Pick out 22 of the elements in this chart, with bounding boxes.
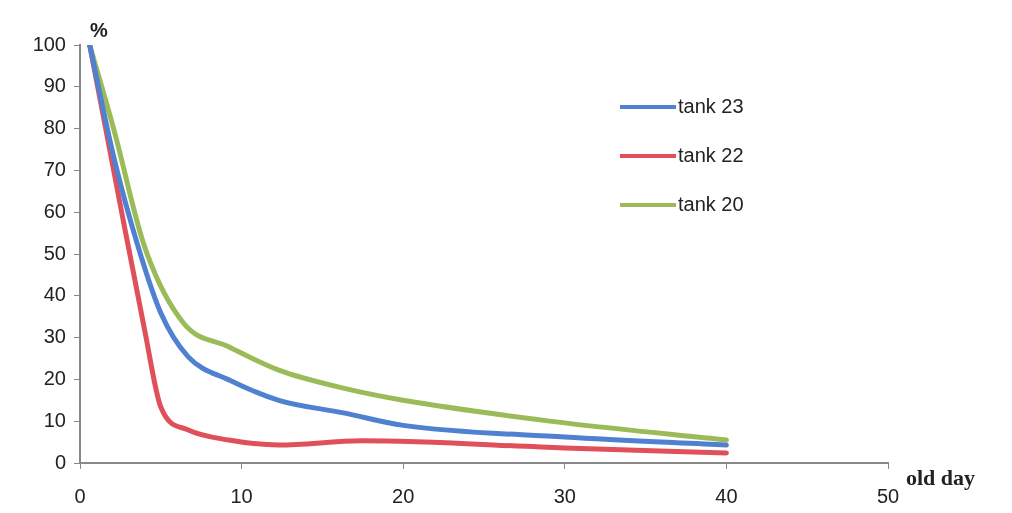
y-tick-label: 70 [43, 157, 66, 180]
legend-label: tank 20 [678, 192, 744, 215]
y-tick-label: 100 [32, 32, 66, 55]
x-tick-label: 20 [392, 484, 415, 507]
y-tick-label: 20 [43, 366, 66, 389]
x-tick-label: 40 [715, 484, 738, 507]
y-tick-label: 10 [43, 408, 66, 431]
y-tick-label: 0 [54, 450, 66, 473]
legend-label: tank 22 [678, 143, 744, 166]
y-tick-label: 80 [43, 116, 66, 139]
x-tick-label: 50 [876, 484, 900, 507]
y-tick-label: 40 [43, 283, 66, 306]
y-tick-label: 50 [43, 241, 66, 264]
x-tick-label: 0 [74, 484, 86, 507]
y-axis-title: % [90, 18, 108, 41]
x-tick-label: 10 [230, 484, 253, 507]
legend-label: tank 23 [678, 94, 744, 117]
y-tick-label: 60 [43, 199, 66, 222]
y-tick-label: 30 [43, 325, 66, 348]
x-tick-label: 30 [553, 484, 576, 507]
y-tick-label: 90 [43, 74, 66, 97]
x-axis-title: old day [906, 464, 976, 490]
